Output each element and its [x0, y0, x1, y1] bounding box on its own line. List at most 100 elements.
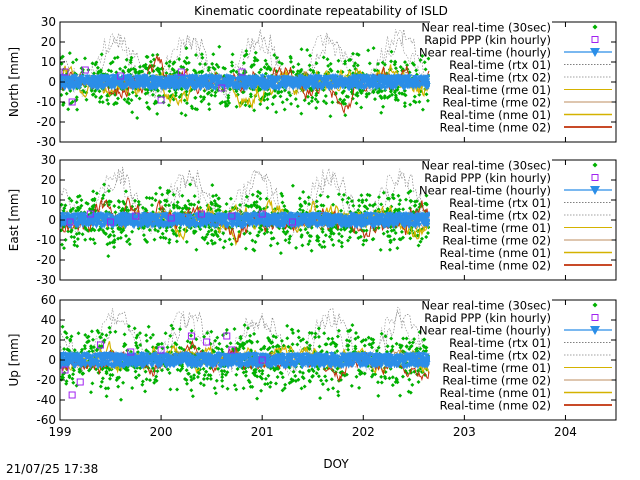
y-tick-label: 10 — [41, 193, 56, 207]
series-nrt-hourly — [60, 351, 432, 369]
y-tick-label: -10 — [36, 95, 56, 109]
ppp-point — [107, 218, 115, 226]
legend-label: Real-time (nme 01) — [440, 108, 551, 122]
ppp-point — [132, 212, 140, 220]
legend-label: Rapid PPP (kin hourly) — [424, 33, 551, 47]
ppp-point — [86, 210, 94, 218]
ppp-point — [157, 96, 165, 104]
legend-item: Real-time (rme 02) — [430, 96, 612, 110]
legend-label: Real-time (rtx 01) — [449, 58, 551, 72]
ppp-point — [66, 218, 74, 226]
plot-area — [60, 29, 432, 120]
ppp-point — [218, 84, 226, 92]
legend-symbol — [591, 174, 599, 181]
legend-item: Near real-time (30sec) — [421, 21, 598, 35]
ppp-point — [68, 98, 76, 106]
legend: Near real-time (30sec)Rapid PPP (kin hou… — [419, 159, 612, 273]
legend-item: Near real-time (hourly) — [419, 46, 612, 60]
ppp-point — [61, 366, 69, 374]
legend-label: Real-time (rtx 02) — [449, 209, 551, 223]
y-tick-label: 20 — [41, 333, 56, 347]
legend-label: Real-time (rtx 02) — [449, 349, 551, 363]
legend-item: Rapid PPP (kin hourly) — [424, 171, 599, 185]
legend-label: Real-time (rtx 01) — [449, 196, 551, 210]
legend-item: Real-time (nme 02) — [430, 121, 612, 135]
plot-area — [60, 166, 432, 259]
ppp-point — [81, 66, 89, 74]
ppp-point — [61, 68, 69, 76]
legend-label: Rapid PPP (kin hourly) — [424, 311, 551, 325]
x-tick-label: 203 — [453, 425, 476, 439]
y-axis-label: Up [mm] — [7, 334, 21, 387]
legend-item: Near real-time (30sec) — [421, 159, 598, 173]
legend-label: Near real-time (30sec) — [421, 159, 551, 173]
x-tick-label: 202 — [352, 425, 375, 439]
y-tick-label: 40 — [41, 313, 56, 327]
legend-item: Near real-time (hourly) — [419, 184, 612, 198]
legend-item: Real-time (rme 02) — [430, 374, 612, 388]
legend-label: Real-time (rme 01) — [442, 361, 551, 375]
legend-label: Near real-time (hourly) — [419, 184, 551, 198]
ppp-point — [68, 391, 76, 399]
panel-north: -30 -20 -10 0 10 20 30 North [mm] Near real-time… — [7, 15, 617, 149]
legend: Near real-time (30sec)Rapid PPP (kin hou… — [419, 21, 612, 135]
legend-item: Real-time (rtx 01) — [430, 196, 612, 210]
legend-item: Near real-time (hourly) — [419, 324, 612, 338]
legend-label: Real-time (rme 01) — [442, 221, 551, 235]
y-tick-label: 10 — [41, 55, 56, 69]
legend-item: Real-time (rtx 02) — [430, 349, 612, 363]
y-tick-label: -40 — [36, 393, 56, 407]
legend-label: Real-time (nme 02) — [440, 259, 551, 273]
series-ppp — [61, 332, 266, 399]
panel-east: -30 -20 -10 0 10 20 30 East [mm] Near real-time … — [7, 153, 617, 287]
chart-title: Kinematic coordinate repeatability of IS… — [194, 4, 448, 18]
y-tick-label: 60 — [41, 293, 56, 307]
legend-item: Real-time (rme 01) — [430, 83, 612, 97]
ppp-point — [258, 210, 266, 218]
x-tick-label: 199 — [49, 425, 72, 439]
series-rtx01 — [60, 166, 429, 237]
ppp-point — [177, 68, 185, 76]
legend-item: Real-time (rtx 02) — [430, 209, 612, 223]
ppp-point — [203, 338, 211, 346]
legend-symbol — [590, 48, 600, 57]
legend-label: Real-time (rme 01) — [442, 83, 551, 97]
y-axis-label: North [mm] — [7, 47, 21, 117]
series-rtx02 — [60, 306, 429, 377]
y-tick-label: -30 — [36, 273, 56, 287]
legend-item: Real-time (nme 02) — [430, 259, 612, 273]
ppp-point — [238, 68, 246, 76]
y-tick-label: -20 — [36, 373, 56, 387]
legend-item: Rapid PPP (kin hourly) — [424, 33, 599, 47]
x-tick-label: 201 — [251, 425, 274, 439]
legend-symbol — [591, 36, 599, 43]
y-tick-label: 0 — [48, 75, 56, 89]
legend-symbol — [591, 314, 599, 321]
ppp-point — [157, 346, 165, 354]
legend-item: Real-time (rme 02) — [430, 234, 612, 248]
legend-symbol — [590, 186, 600, 195]
ppp-point — [228, 346, 236, 354]
legend-item: Real-time (rme 01) — [430, 221, 612, 235]
ppp-point — [167, 214, 175, 222]
y-tick-label: 30 — [41, 153, 56, 167]
legend-label: Real-time (rme 02) — [442, 96, 551, 110]
plot-area — [60, 306, 432, 402]
x-tick-label: 200 — [150, 425, 173, 439]
y-tick-label: -20 — [36, 253, 56, 267]
legend-symbol — [590, 326, 600, 335]
ppp-point — [223, 332, 231, 340]
y-tick-label: 0 — [48, 213, 56, 227]
legend-item: Rapid PPP (kin hourly) — [424, 311, 599, 325]
legend-item: Real-time (rtx 02) — [430, 71, 612, 85]
y-tick-label: 0 — [48, 353, 56, 367]
legend-item: Real-time (rtx 01) — [430, 336, 612, 350]
ppp-point — [289, 218, 297, 226]
series-nrt-hourly — [60, 73, 432, 91]
ppp-point — [117, 72, 125, 80]
y-tick-label: -30 — [36, 135, 56, 149]
legend-label: Real-time (nme 01) — [440, 246, 551, 260]
legend-item: Real-time (nme 01) — [430, 246, 612, 260]
panel-up: -60 -40 -20 0 20 40 60 199 200 201 202 203 204 Up [mm… — [7, 293, 617, 439]
